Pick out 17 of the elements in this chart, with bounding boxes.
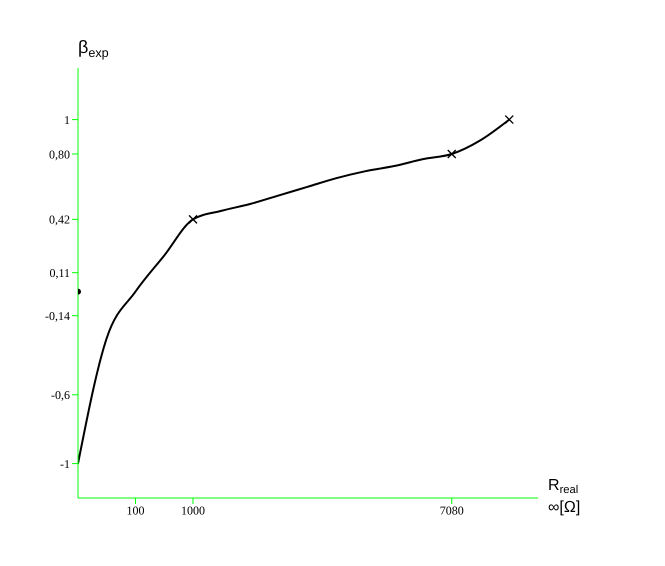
x-tick-label: 1000 (181, 504, 205, 518)
y-tick-label: -1 (60, 456, 70, 471)
point (504, 114, 514, 124)
y-tick-label: -0,6 (51, 388, 70, 402)
x-tick-label: 100 (126, 504, 144, 518)
y-tick-label: 0,42 (49, 212, 70, 227)
y-axis-title: β$_{exp}$ (78, 37, 109, 60)
text: ∞[Ω] (548, 499, 580, 516)
point (188, 214, 198, 224)
y-tick-label: 0,80 (49, 147, 70, 162)
x-tick-label: 7080 (440, 504, 464, 518)
line-series (78, 118, 510, 465)
y-tick-label: 0,11 (49, 266, 70, 280)
point (447, 149, 456, 159)
x-axis-title: R$_{real}$ (548, 477, 578, 496)
y-tick-label: -0,14 (45, 308, 70, 323)
y-tick-label: 1 (64, 112, 70, 127)
